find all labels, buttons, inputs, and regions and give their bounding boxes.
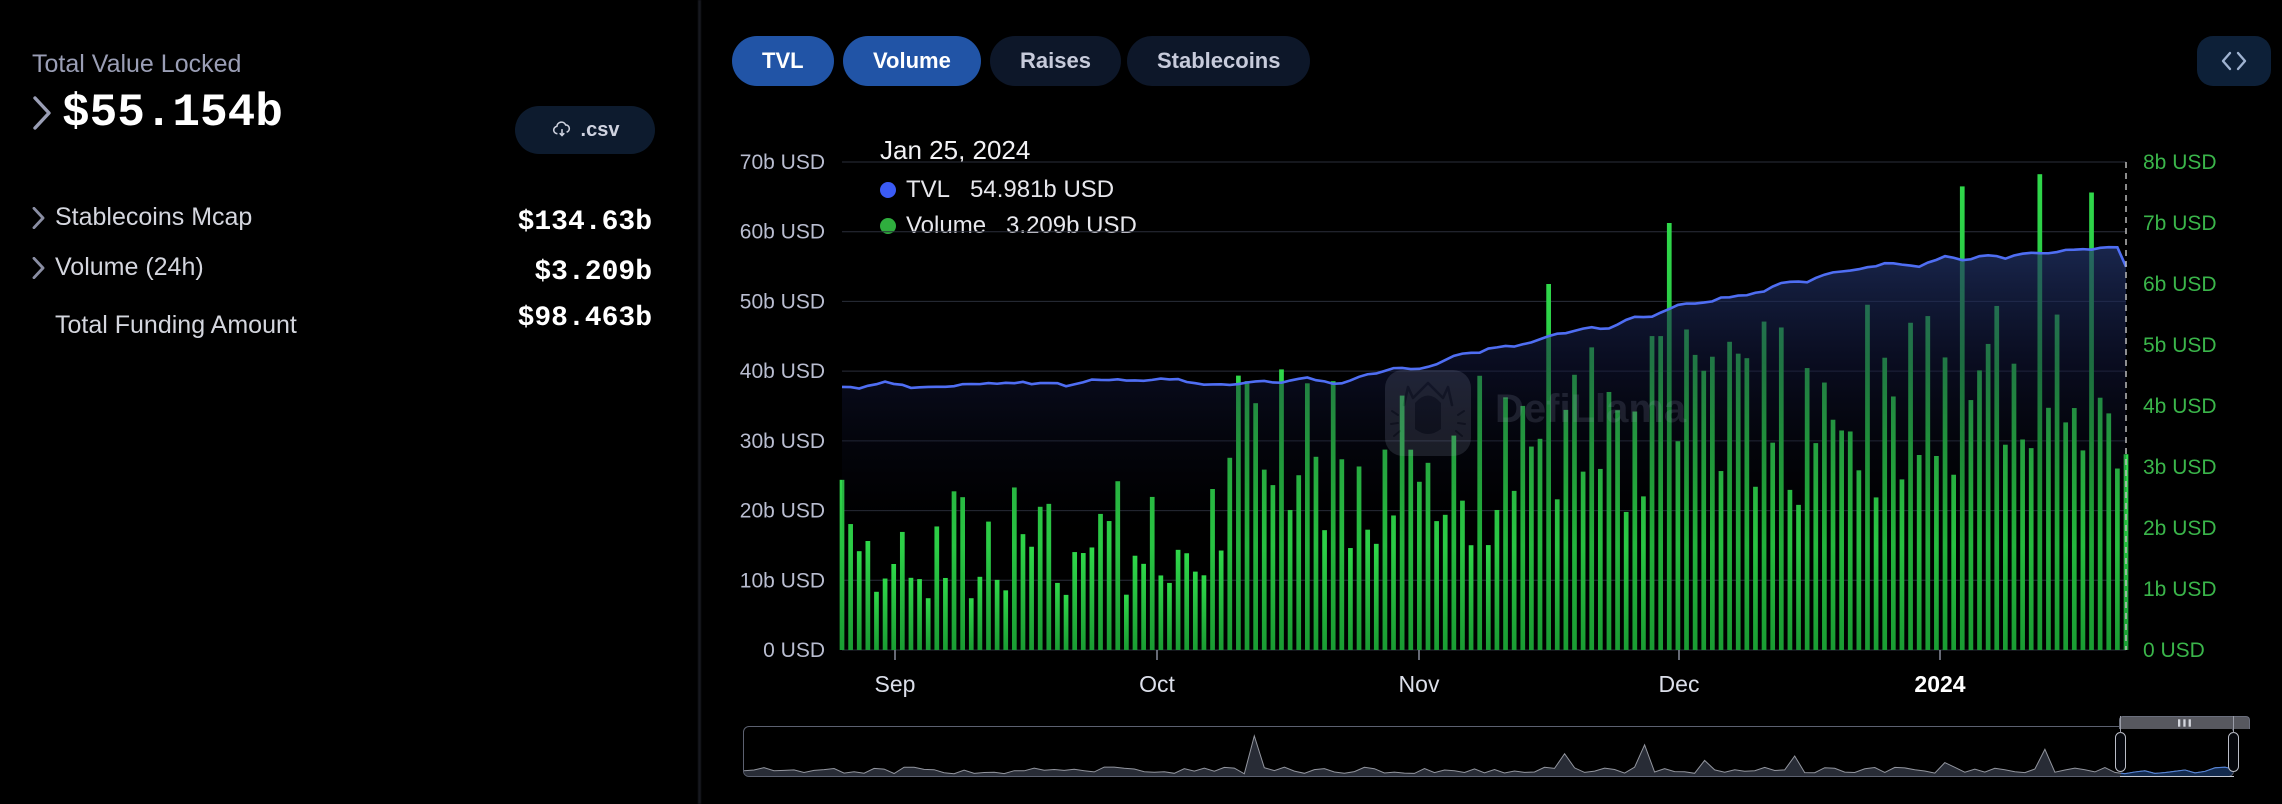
svg-text:4b USD: 4b USD bbox=[2143, 395, 2217, 418]
svg-text:Nov: Nov bbox=[1399, 671, 1440, 697]
svg-text:40b USD: 40b USD bbox=[740, 360, 825, 383]
svg-text:2b USD: 2b USD bbox=[2143, 517, 2217, 540]
svg-text:Sep: Sep bbox=[875, 671, 916, 697]
svg-text:60b USD: 60b USD bbox=[740, 221, 825, 244]
svg-text:70b USD: 70b USD bbox=[740, 151, 825, 174]
svg-text:1b USD: 1b USD bbox=[2143, 578, 2217, 601]
svg-text:2024: 2024 bbox=[1914, 671, 1965, 697]
svg-text:50b USD: 50b USD bbox=[740, 290, 825, 313]
svg-text:3b USD: 3b USD bbox=[2143, 456, 2217, 479]
svg-text:DefiLlama: DefiLlama bbox=[1495, 387, 1687, 431]
svg-text:6b USD: 6b USD bbox=[2143, 273, 2217, 296]
svg-text:30b USD: 30b USD bbox=[740, 430, 825, 453]
svg-text:7b USD: 7b USD bbox=[2143, 212, 2217, 235]
svg-text:0 USD: 0 USD bbox=[2143, 639, 2205, 662]
svg-text:Oct: Oct bbox=[1139, 671, 1175, 697]
svg-text:8b USD: 8b USD bbox=[2143, 151, 2217, 174]
svg-text:5b USD: 5b USD bbox=[2143, 334, 2217, 357]
svg-text:0 USD: 0 USD bbox=[763, 639, 825, 662]
svg-text:20b USD: 20b USD bbox=[740, 500, 825, 523]
svg-text:10b USD: 10b USD bbox=[740, 569, 825, 592]
svg-text:Dec: Dec bbox=[1659, 671, 1700, 697]
